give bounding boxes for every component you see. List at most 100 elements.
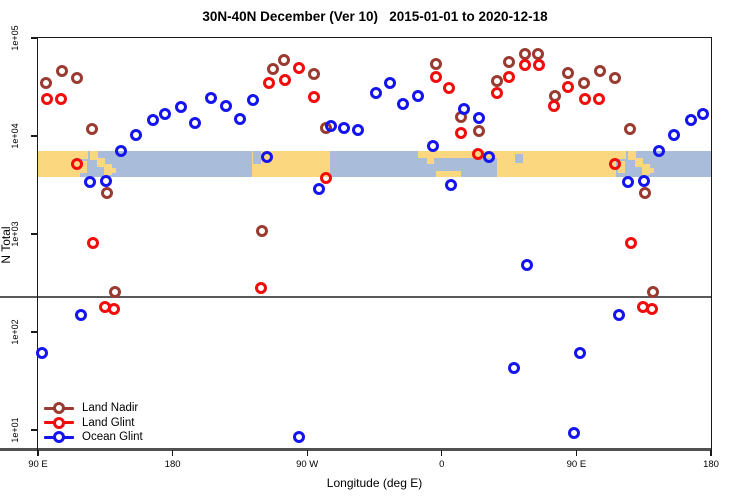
x-axis-tick xyxy=(171,450,174,456)
land-glint-data-point xyxy=(454,127,467,140)
land-nadir-data-point xyxy=(531,47,544,60)
map-band-land-patch xyxy=(650,167,654,174)
ocean-glint-data-point xyxy=(313,182,325,195)
map-band-land-patch xyxy=(618,161,625,174)
legend-label: Ocean Glint xyxy=(82,431,143,444)
land-nadir-data-point xyxy=(429,57,442,70)
land-nadir-data-point xyxy=(502,55,515,68)
land-glint-data-point xyxy=(279,74,292,87)
land-nadir-data-point xyxy=(307,67,320,80)
x-axis-tick xyxy=(306,450,308,456)
land-nadir-data-point xyxy=(647,285,660,298)
land-nadir-data-point xyxy=(639,187,652,199)
land-nadir-data-point xyxy=(55,65,68,78)
y-axis-tick xyxy=(31,233,38,235)
plot-box-right-border xyxy=(711,37,713,450)
land-nadir-data-point xyxy=(578,76,591,89)
land-nadir-data-point xyxy=(624,122,637,135)
land-glint-data-point xyxy=(55,92,68,105)
land-nadir-data-point xyxy=(473,125,486,138)
ocean-glint-data-point xyxy=(397,98,410,111)
land-glint-data-point xyxy=(292,62,305,74)
land-glint-data-point xyxy=(429,70,442,83)
ocean-glint-data-point xyxy=(638,174,651,187)
ocean-glint-data-point xyxy=(426,140,439,153)
land-glint-data-point xyxy=(609,157,622,170)
x-tick-label: 180 xyxy=(703,459,719,470)
legend-item-land-nadir: Land Nadir xyxy=(44,401,143,416)
land-nadir-data-point xyxy=(256,225,269,238)
land-glint-data-point xyxy=(579,92,592,105)
ocean-glint-data-point xyxy=(337,121,350,134)
y-tick-label: 1e+05 xyxy=(10,25,20,51)
ocean-glint-data-point xyxy=(189,116,202,129)
x-tick-label: 90 E xyxy=(566,459,587,470)
ocean-glint-data-point xyxy=(100,174,113,187)
map-band-land-patch xyxy=(427,158,434,164)
map-band-land-patch xyxy=(112,167,116,174)
ocean-glint-data-point xyxy=(520,258,533,271)
y-axis-tick xyxy=(31,429,38,431)
ocean-glint-data-point xyxy=(482,151,495,164)
map-band-land-patch xyxy=(97,157,105,168)
x-tick-label: 90 E xyxy=(28,459,48,470)
land-nadir-data-point xyxy=(100,187,113,199)
ocean-glint-data-point xyxy=(205,92,218,105)
land-glint-data-point xyxy=(442,81,455,94)
ocean-glint-data-point xyxy=(685,114,698,127)
x-axis-tick xyxy=(710,450,712,456)
ocean-glint-data-point xyxy=(247,93,260,106)
ocean-glint-data-point xyxy=(412,89,425,102)
ocean-glint-data-point xyxy=(260,151,273,164)
y-axis-tick xyxy=(31,135,38,137)
legend: Land Nadir Land Glint Ocean Glint xyxy=(44,401,143,445)
land-glint-data-point xyxy=(263,76,276,89)
land-nadir-data-point xyxy=(562,66,575,79)
ocean-glint-data-point xyxy=(653,144,666,157)
ocean-glint-data-point xyxy=(75,309,88,322)
ocean-glint-data-point xyxy=(668,129,681,142)
land-glint-data-point xyxy=(107,302,120,315)
land-glint-data-point xyxy=(320,171,333,184)
land-nadir-data-point xyxy=(518,47,531,60)
ocean-glint-data-point xyxy=(219,100,232,113)
land-nadir-data-point xyxy=(39,76,52,89)
map-band-land-patch xyxy=(436,170,461,177)
land-nadir-data-point xyxy=(266,62,279,75)
ocean-glint-data-point xyxy=(352,124,365,137)
land-nadir-data-point xyxy=(85,122,98,135)
plot-box-left-border xyxy=(37,37,39,450)
ocean-glint-data-point xyxy=(574,347,587,360)
land-glint-data-point xyxy=(593,92,606,105)
ocean-glint-data-point xyxy=(174,100,187,113)
ocean-glint-data-point xyxy=(158,108,171,121)
ocean-glint-data-point xyxy=(36,347,49,360)
ocean-glint-data-point xyxy=(457,102,470,115)
x-axis-tick xyxy=(441,450,443,456)
ocean-glint-data-point xyxy=(473,111,486,124)
ocean-glint-data-point xyxy=(115,144,127,157)
land-nadir-data-point xyxy=(609,72,622,85)
ocean-glint-data-point xyxy=(369,86,382,99)
ocean-glint-data-point xyxy=(568,427,580,440)
ocean-glint-data-point xyxy=(697,108,710,121)
land-nadir-data-point xyxy=(490,75,503,87)
y-tick-label: 1e+02 xyxy=(10,319,20,345)
map-band-land-patch xyxy=(90,151,98,161)
ocean-glint-data-point xyxy=(234,113,247,126)
land-glint-data-point xyxy=(471,148,484,160)
land-nadir-data-point xyxy=(594,65,607,78)
y-tick-label: 1e+04 xyxy=(10,123,20,149)
x-axis-tick xyxy=(575,450,578,456)
land-glint-data-point xyxy=(646,302,659,315)
land-glint-data-point xyxy=(518,59,531,72)
ocean-glint-data-point xyxy=(507,361,520,374)
map-band-land-patch xyxy=(628,151,636,161)
y-axis-tick xyxy=(31,37,38,39)
map-band-land-patch xyxy=(80,161,87,174)
ocean-glint-data-point xyxy=(84,175,97,188)
land-glint-data-point xyxy=(87,237,100,250)
reference-line xyxy=(0,296,711,298)
legend-item-land-glint: Land Glint xyxy=(44,416,143,431)
